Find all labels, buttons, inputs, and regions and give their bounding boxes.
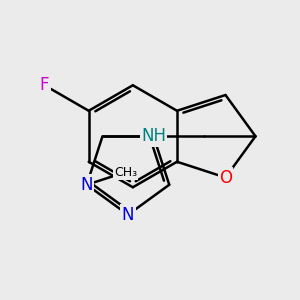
Text: CH₃: CH₃ [114, 166, 137, 179]
Text: NH: NH [141, 127, 166, 145]
Text: O: O [219, 169, 232, 187]
Text: N: N [122, 206, 134, 224]
Text: F: F [40, 76, 49, 94]
Text: N: N [80, 176, 93, 194]
